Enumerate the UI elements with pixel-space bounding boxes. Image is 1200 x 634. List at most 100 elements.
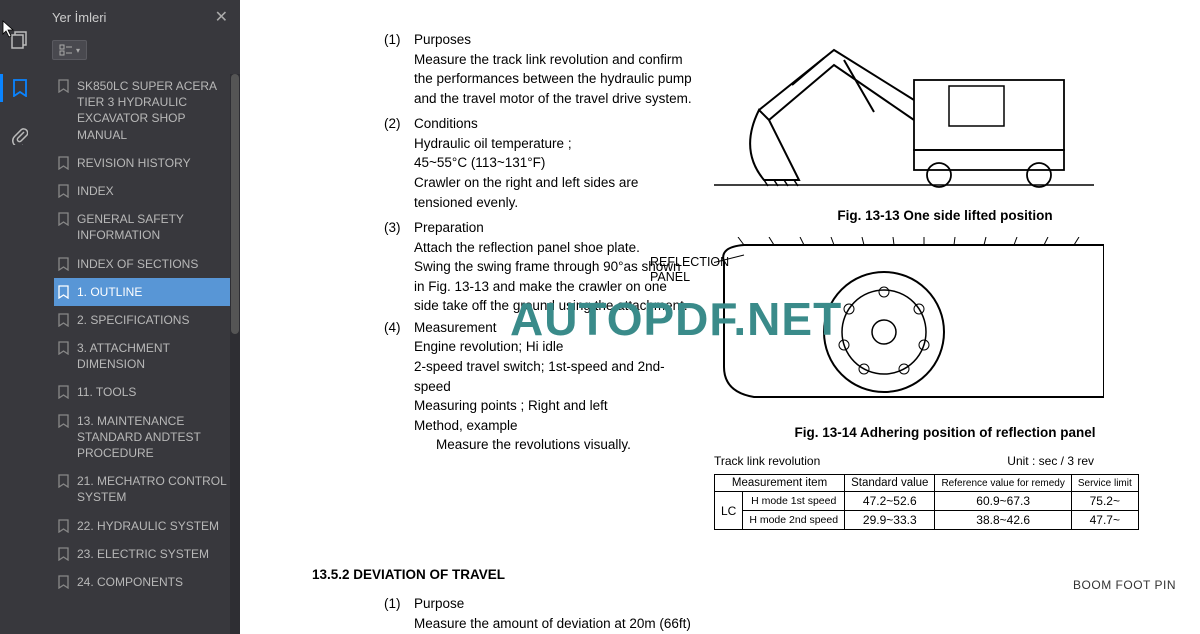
- section-heading: 13.5.2 DEVIATION OF TRAVEL: [312, 565, 694, 585]
- item-title: Conditions: [414, 114, 694, 134]
- toolbar: [0, 0, 40, 634]
- bookmark-glyph-icon: [58, 184, 69, 198]
- bookmark-glyph-icon: [58, 156, 69, 170]
- bookmark-item[interactable]: 13. MAINTENANCE STANDARD ANDTEST PROCEDU…: [54, 407, 240, 468]
- bookmark-item[interactable]: REVISION HISTORY: [54, 149, 240, 177]
- sidebar-header: Yer İmleri ✕: [40, 0, 240, 34]
- bookmark-glyph-icon: [58, 341, 69, 355]
- sidebar-tabs: ▾: [40, 34, 240, 66]
- bookmark-glyph-icon: [58, 385, 69, 399]
- bookmark-item[interactable]: 1. OUTLINE: [54, 278, 240, 306]
- item-num: (2): [384, 114, 408, 134]
- bookmark-item[interactable]: INDEX: [54, 177, 240, 205]
- bookmark-glyph-icon: [58, 474, 69, 488]
- bookmark-label: GENERAL SAFETY INFORMATION: [77, 211, 232, 243]
- body-text: Attach the reflection panel shoe plate.: [384, 238, 694, 258]
- table-unit: Unit : sec / 3 rev: [1007, 454, 1094, 468]
- body-text: Method, example: [384, 416, 694, 436]
- watermark: AUTOPDF.NET: [510, 292, 842, 346]
- bookmark-item[interactable]: SK850LC SUPER ACERA TIER 3 HYDRAULIC EXC…: [54, 72, 240, 149]
- reflection-label: REFLECTION PANEL: [650, 255, 729, 285]
- document-page: AUTOPDF.NET (1) Purposes Measure the trac…: [240, 0, 1200, 634]
- bookmark-label: REVISION HISTORY: [77, 155, 191, 171]
- figure-13-13: [714, 30, 1094, 200]
- bookmark-item[interactable]: 24. COMPONENTS: [54, 568, 240, 596]
- table-cell: H mode 2nd speed: [743, 511, 845, 530]
- item-title: Purpose: [414, 594, 694, 614]
- figure-caption: Fig. 13-14 Adhering position of reflecti…: [714, 425, 1176, 440]
- scrollbar[interactable]: [230, 74, 240, 634]
- table-cell: 47.7~: [1071, 511, 1138, 530]
- bookmark-item[interactable]: 3. ATTACHMENT DIMENSION: [54, 334, 240, 378]
- chevron-down-icon: ▾: [76, 46, 80, 55]
- bookmark-glyph-icon: [58, 313, 69, 327]
- body-text: Hydraulic oil temperature ;: [384, 134, 694, 154]
- bookmark-glyph-icon: [58, 285, 69, 299]
- bookmark-label: 11. TOOLS: [77, 384, 136, 400]
- item-title: Preparation: [414, 218, 694, 238]
- bookmark-label: 22. HYDRAULIC SYSTEM: [77, 518, 219, 534]
- sidebar-title: Yer İmleri: [52, 10, 106, 25]
- table-cell: 47.2~52.6: [845, 492, 935, 511]
- scrollbar-thumb[interactable]: [231, 74, 239, 334]
- bookmark-list[interactable]: SK850LC SUPER ACERA TIER 3 HYDRAULIC EXC…: [40, 66, 240, 634]
- bookmark-item[interactable]: INDEX OF SECTIONS: [54, 250, 240, 278]
- table-cell: 29.9~33.3: [845, 511, 935, 530]
- item-title: Purposes: [414, 30, 694, 50]
- options-dropdown[interactable]: ▾: [52, 40, 87, 60]
- bookmark-label: 13. MAINTENANCE STANDARD ANDTEST PROCEDU…: [77, 413, 232, 462]
- bookmark-icon[interactable]: [10, 78, 30, 98]
- table-col-header: Service limit: [1071, 475, 1138, 492]
- foot-pin-label: BOOM FOOT PIN: [714, 578, 1176, 592]
- bookmark-glyph-icon: [58, 519, 69, 533]
- table-header-row: Track link revolution Unit : sec / 3 rev: [714, 454, 1094, 468]
- body-text: Measuring points ; Right and left: [384, 396, 694, 416]
- bookmark-label: INDEX OF SECTIONS: [77, 256, 198, 272]
- bookmark-item[interactable]: GENERAL SAFETY INFORMATION: [54, 205, 240, 249]
- item-num: (1): [384, 594, 408, 614]
- close-icon[interactable]: ✕: [215, 7, 228, 27]
- body-text: 2-speed travel switch; 1st-speed and 2nd…: [384, 357, 694, 396]
- data-table: Measurement itemStandard valueReference …: [714, 474, 1139, 530]
- table-cell: 60.9~67.3: [935, 492, 1071, 511]
- table-col-header: Standard value: [845, 475, 935, 492]
- bookmark-glyph-icon: [58, 547, 69, 561]
- body-text: Measure the revolutions visually.: [384, 435, 694, 455]
- item-num: (1): [384, 30, 408, 50]
- table-title: Track link revolution: [714, 454, 820, 468]
- bookmark-item[interactable]: 2. SPECIFICATIONS: [54, 306, 240, 334]
- bookmark-item[interactable]: 21. MECHATRO CONTROL SYSTEM: [54, 467, 240, 511]
- figure-caption: Fig. 13-13 One side lifted position: [714, 208, 1176, 223]
- bookmark-label: 21. MECHATRO CONTROL SYSTEM: [77, 473, 232, 505]
- bookmark-glyph-icon: [58, 79, 69, 93]
- table-cell: H mode 1st speed: [743, 492, 845, 511]
- bookmark-glyph-icon: [58, 257, 69, 271]
- bookmark-glyph-icon: [58, 212, 69, 226]
- table-cell: LC: [715, 492, 743, 530]
- body-text: 45~55°C (113~131°F): [384, 153, 694, 173]
- bookmark-label: 1. OUTLINE: [77, 284, 142, 300]
- item-num: (3): [384, 218, 408, 238]
- bookmarks-sidebar: Yer İmleri ✕ ▾ SK850LC SUPER ACERA TIER …: [40, 0, 240, 634]
- body-text: Measure the amount of deviation at 20m (…: [384, 614, 694, 634]
- table-col-header: Measurement item: [715, 475, 845, 492]
- bookmark-label: SK850LC SUPER ACERA TIER 3 HYDRAULIC EXC…: [77, 78, 232, 143]
- table-col-header: Reference value for remedy: [935, 475, 1071, 492]
- table-cell: 75.2~: [1071, 492, 1138, 511]
- attachment-icon[interactable]: [10, 126, 30, 146]
- bookmark-label: 24. COMPONENTS: [77, 574, 183, 590]
- table-cell: 38.8~42.6: [935, 511, 1071, 530]
- bookmark-glyph-icon: [58, 414, 69, 428]
- bookmark-label: 3. ATTACHMENT DIMENSION: [77, 340, 232, 372]
- body-text: Crawler on the right and left sides are …: [384, 173, 694, 212]
- cursor: [2, 20, 16, 38]
- item-num: (4): [384, 318, 408, 338]
- bookmark-item[interactable]: 23. ELECTRIC SYSTEM: [54, 540, 240, 568]
- bookmark-label: 23. ELECTRIC SYSTEM: [77, 546, 209, 562]
- body-text: Measure the track link revolution and co…: [384, 50, 694, 109]
- bookmark-label: 2. SPECIFICATIONS: [77, 312, 189, 328]
- bookmark-glyph-icon: [58, 575, 69, 589]
- bookmark-item[interactable]: 22. HYDRAULIC SYSTEM: [54, 512, 240, 540]
- bookmark-label: INDEX: [77, 183, 114, 199]
- bookmark-item[interactable]: 11. TOOLS: [54, 378, 240, 406]
